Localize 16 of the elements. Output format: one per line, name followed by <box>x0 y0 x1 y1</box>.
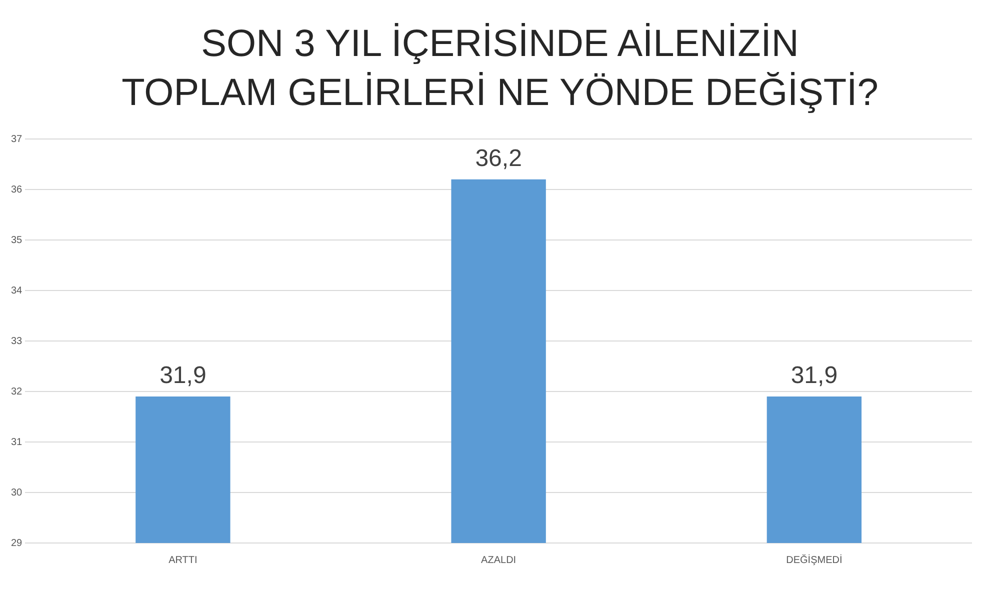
y-tick-label: 37 <box>11 134 23 145</box>
y-tick-label: 34 <box>11 285 23 296</box>
data-label: 31,9 <box>790 362 838 389</box>
y-tick-label: 31 <box>11 436 23 448</box>
y-tick-label: 32 <box>11 386 23 398</box>
y-tick-label: 33 <box>11 336 23 347</box>
y-tick-label: 29 <box>11 538 23 549</box>
chart-title: SON 3 YIL İÇERİSİNDE AİLENİZİN TOPLAM GELİRLERİ NE YÖNDE DEĞİŞTİ? <box>120 22 880 116</box>
x-tick-label: AZALDI <box>481 554 516 566</box>
y-tick-label: 30 <box>11 487 23 498</box>
y-tick-label: 36 <box>11 184 23 196</box>
data-label: 36,2 <box>475 144 522 172</box>
x-tick-label: ARTTI <box>168 554 198 566</box>
y-tick-label: 35 <box>11 234 23 246</box>
data-label: 31,9 <box>160 362 206 389</box>
x-tick-label: DEĞİŞMEDİ <box>786 554 842 566</box>
